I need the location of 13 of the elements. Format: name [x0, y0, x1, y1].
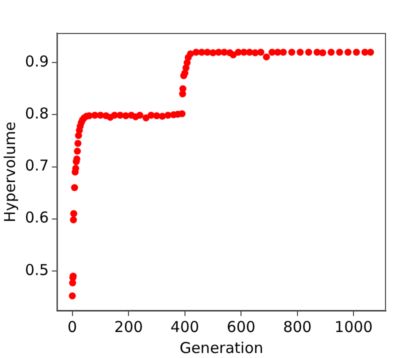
y-axis-title: Hypervolume [0, 122, 19, 222]
x-tick-label: 0 [68, 318, 78, 336]
x-tick-label: 600 [226, 318, 256, 336]
y-tick-label: 0.5 [24, 260, 49, 279]
y-tick-label: 0.7 [24, 156, 49, 175]
x-tick-label: 400 [170, 318, 200, 336]
x-tick-label: 800 [283, 318, 312, 336]
x-tick-label: 200 [114, 318, 143, 336]
y-tick-label: 0.9 [24, 52, 49, 71]
y-tick-label: 0.8 [24, 104, 49, 123]
y-tick-label: 0.6 [24, 208, 49, 227]
x-axis-title: Generation [180, 338, 264, 357]
x-tick-label: 1000 [334, 318, 373, 336]
